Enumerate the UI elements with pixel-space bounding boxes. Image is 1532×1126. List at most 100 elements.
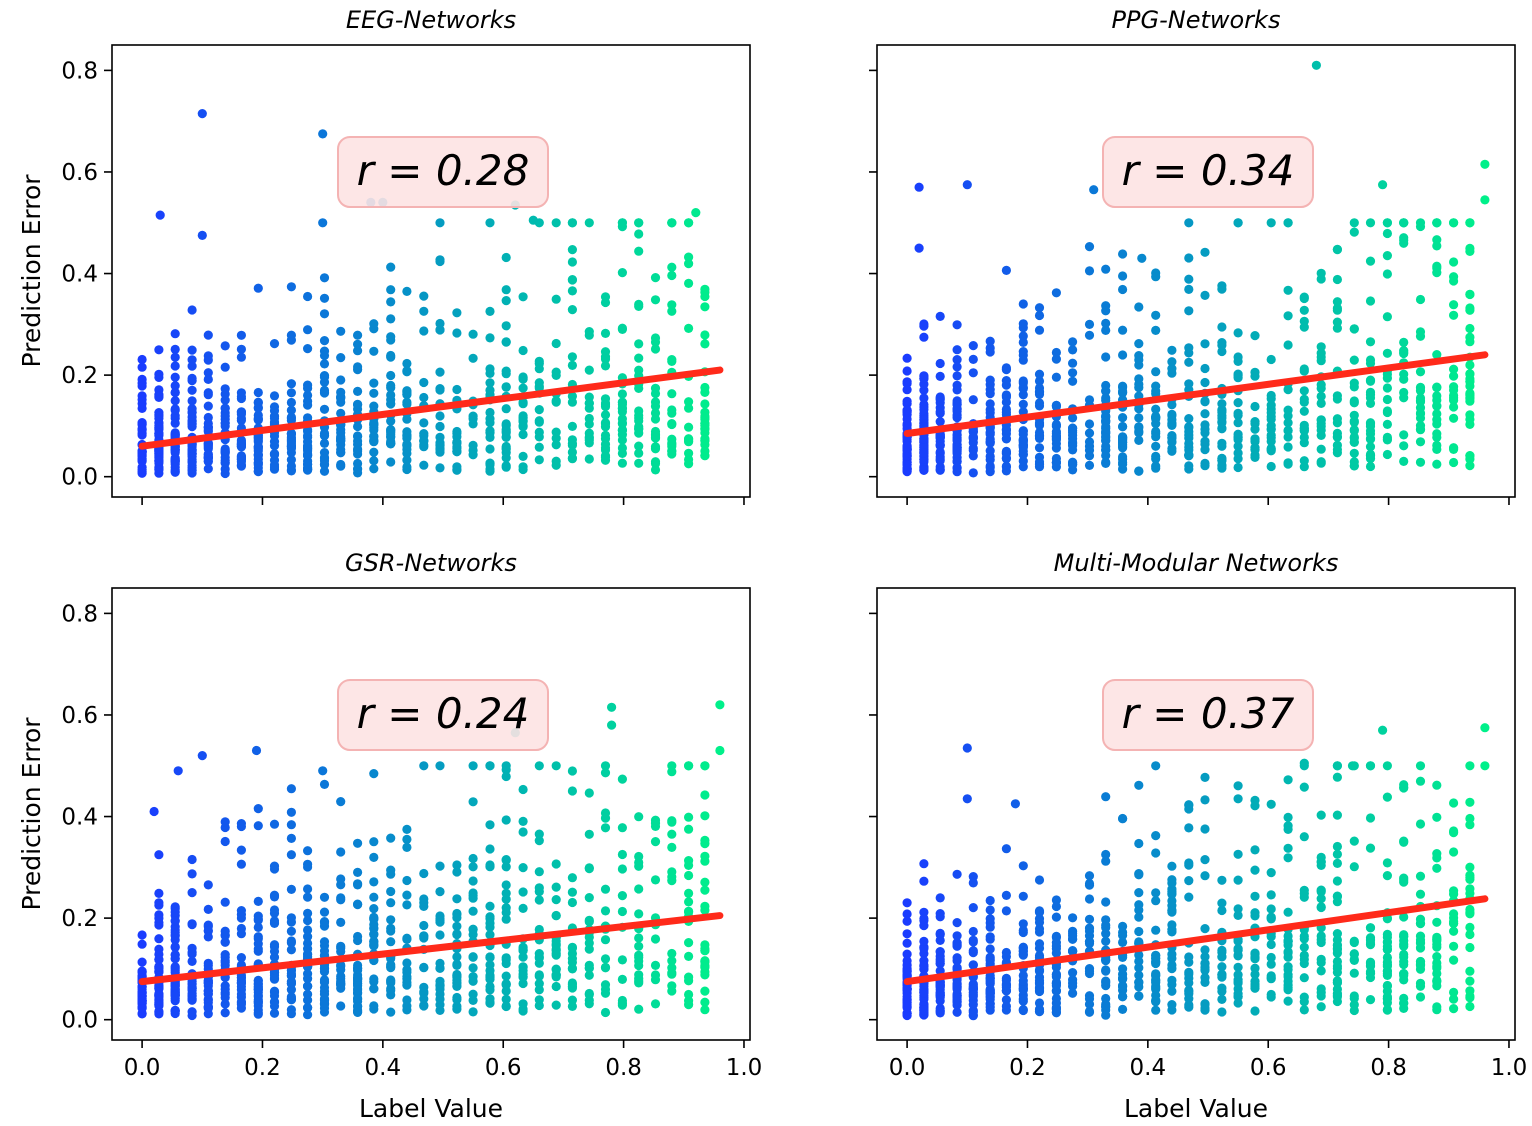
data-point [336, 353, 346, 363]
scatter-points [902, 60, 1490, 478]
data-point [1382, 228, 1392, 239]
data-point [952, 1007, 962, 1017]
x-axis-label: Label Value [1124, 1094, 1268, 1123]
data-point [1167, 437, 1177, 447]
data-point [501, 443, 511, 453]
data-point [1415, 978, 1426, 988]
data-point [1299, 426, 1309, 436]
data-point [650, 815, 661, 825]
data-point [968, 948, 978, 958]
data-point [902, 353, 912, 363]
data-point [419, 982, 429, 992]
data-point [1018, 944, 1028, 954]
data-point-outlier [607, 702, 617, 712]
data-point [684, 1000, 694, 1010]
data-point [700, 877, 710, 887]
data-point [1034, 303, 1045, 313]
data-point [1332, 391, 1342, 401]
data-point [220, 403, 230, 413]
data-point [137, 455, 147, 465]
data-point [402, 900, 412, 910]
data-point [1233, 328, 1243, 338]
data-point-outlier [197, 230, 207, 240]
data-point [501, 986, 511, 996]
data-point [1151, 761, 1161, 771]
data-point [985, 975, 995, 986]
data-point [1134, 963, 1144, 973]
data-point [534, 761, 544, 771]
data-point [684, 870, 694, 881]
data-point [501, 771, 511, 782]
data-point [336, 326, 346, 336]
data-point [700, 970, 710, 980]
data-point [1349, 968, 1359, 978]
data-point [551, 910, 561, 921]
data-point [353, 362, 363, 372]
y-tick-label: 0.6 [61, 160, 98, 186]
data-point [1382, 929, 1392, 940]
data-point [220, 421, 230, 431]
data-point-outlier [149, 806, 159, 817]
data-point [684, 938, 694, 948]
data-point [1415, 425, 1426, 435]
data-point [1233, 875, 1243, 885]
data-point [1365, 843, 1376, 853]
data-point [369, 324, 379, 334]
data-point [137, 354, 147, 365]
data-point [935, 358, 945, 369]
data-point [452, 426, 462, 437]
data-point [1449, 364, 1459, 374]
data-point [1266, 421, 1276, 431]
data-point [1018, 919, 1028, 929]
data-point [617, 399, 628, 410]
data-point [1449, 402, 1459, 412]
data-point [170, 329, 180, 339]
data-point [286, 807, 296, 817]
data-point [600, 884, 611, 894]
data-point [902, 443, 912, 453]
data-point [187, 1007, 197, 1017]
data-point [534, 836, 544, 846]
data-point [1332, 978, 1342, 988]
data-point-outlier [914, 182, 924, 192]
data-point [319, 989, 330, 999]
data-point [303, 1003, 313, 1013]
scatter-points [902, 723, 1490, 1021]
data-point [154, 463, 164, 473]
data-point [634, 448, 644, 458]
subplot-4: Multi-Modular Networks r = 0.37 0.0 0.2 0.4 0… [869, 549, 1527, 1123]
data-point-outlier [155, 210, 165, 220]
data-point [684, 989, 694, 1000]
data-point [137, 939, 147, 949]
x-tick-label: 0.6 [485, 1055, 522, 1081]
data-point [137, 394, 147, 405]
data-point [1349, 227, 1359, 237]
data-point [1382, 1005, 1392, 1015]
data-point [336, 880, 346, 890]
data-point [684, 422, 694, 432]
data-point [1233, 962, 1243, 972]
data-point [518, 903, 528, 914]
data-point [419, 931, 429, 941]
data-point [985, 905, 995, 915]
data-point [1184, 892, 1194, 902]
data-point [1349, 862, 1359, 872]
data-point [402, 366, 412, 376]
data-point [684, 259, 694, 269]
subplot-title: EEG-Networks [346, 6, 516, 34]
data-point [1449, 847, 1459, 857]
data-point-outlier [914, 243, 924, 253]
data-point [1184, 414, 1194, 424]
data-point [667, 355, 677, 365]
data-point [1118, 452, 1128, 462]
data-point [1299, 438, 1309, 448]
data-point [1415, 218, 1426, 228]
data-point [1449, 926, 1459, 936]
data-point [667, 981, 677, 991]
data-point [1432, 963, 1442, 973]
data-point [468, 906, 478, 916]
data-point [985, 389, 995, 399]
data-point [1332, 858, 1342, 869]
data-point [935, 981, 945, 991]
data-point [1018, 337, 1028, 347]
